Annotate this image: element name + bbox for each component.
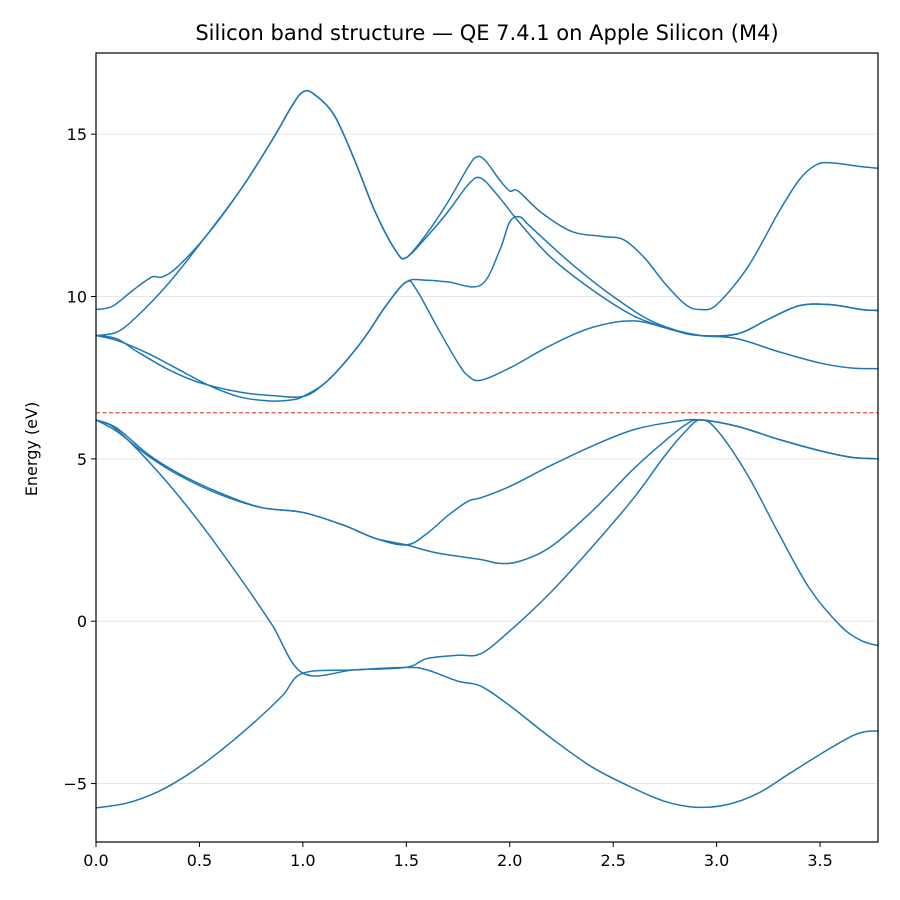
x-tick-label: 0.5: [187, 851, 212, 870]
band-line-5: [96, 280, 878, 402]
band-line-4: [96, 418, 878, 546]
gridlines: [96, 133, 878, 785]
x-tick-label: 1.0: [290, 851, 315, 870]
x-tick-label: 3.0: [704, 851, 729, 870]
band-line-3: [96, 419, 878, 565]
band-line-1: [96, 666, 878, 809]
y-tick-label: 5: [77, 450, 87, 469]
y-tick-label: 10: [67, 288, 87, 307]
y-axis-ticks: −5 0 5 10 15: [63, 125, 96, 794]
band-line-7: [96, 89, 878, 337]
y-tick-label: 15: [67, 125, 87, 144]
band-lines: [96, 89, 878, 809]
x-tick-label: 0.0: [83, 851, 108, 870]
y-tick-label: −5: [63, 775, 87, 794]
y-axis-label: Energy (eV): [22, 402, 41, 496]
x-axis-ticks: 0.0 0.5 1.0 1.5 2.0 2.5 3.0 3.5: [83, 842, 833, 870]
band-line-2: [96, 419, 878, 677]
x-tick-label: 2.5: [600, 851, 625, 870]
chart-title: Silicon band structure — QE 7.4.1 on App…: [195, 21, 778, 45]
band-line-8: [96, 89, 878, 311]
y-tick-label: 0: [77, 612, 87, 631]
x-tick-label: 1.5: [394, 851, 419, 870]
x-tick-label: 2.0: [497, 851, 522, 870]
plot-frame: [95, 52, 879, 843]
x-tick-label: 3.5: [807, 851, 832, 870]
